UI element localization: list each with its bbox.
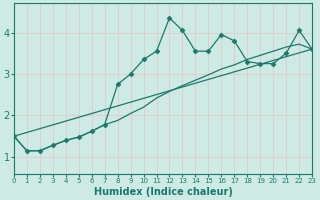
X-axis label: Humidex (Indice chaleur): Humidex (Indice chaleur) <box>93 187 232 197</box>
